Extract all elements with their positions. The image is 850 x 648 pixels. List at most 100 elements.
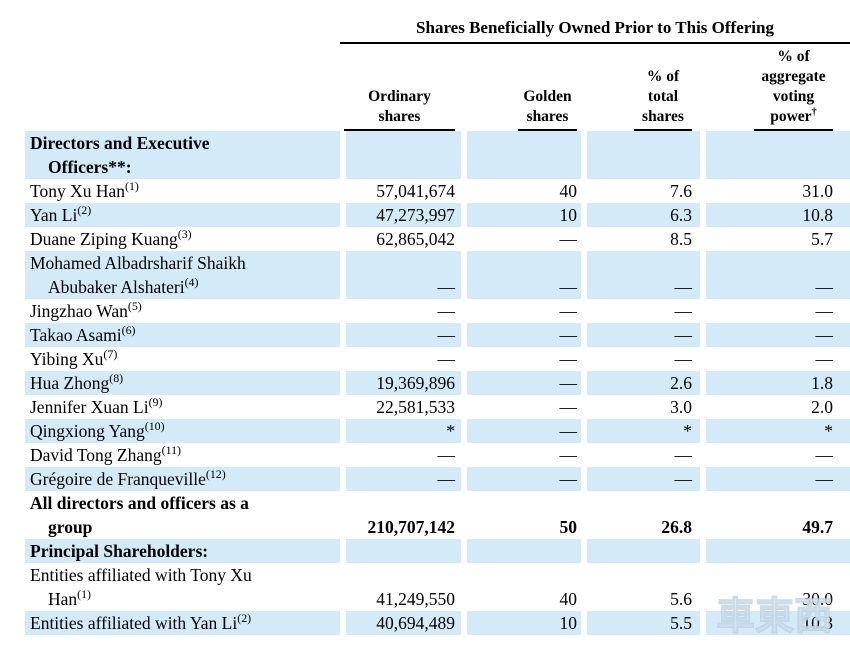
cell-value: —	[581, 347, 700, 371]
cell-value: —	[340, 467, 461, 491]
footnote-marker: (7)	[103, 347, 118, 362]
column-header-pct-total-shares: % of total shares	[581, 44, 700, 131]
cell-value: 7.6	[581, 179, 700, 203]
table-row: Yan Li(2) 47,273,997 10 6.3 10.8	[25, 203, 850, 227]
cell-value: —	[461, 251, 581, 299]
footnote-marker: (3)	[177, 227, 192, 242]
cell-value: —	[700, 251, 850, 299]
footnote-marker: (4)	[184, 275, 199, 290]
cell-value: 10.8	[700, 203, 850, 227]
cell-value	[700, 539, 850, 563]
cell-value: *	[581, 419, 700, 443]
cell-value: —	[461, 371, 581, 395]
cell-value: 8.5	[581, 227, 700, 251]
table-row: Hua Zhong(8) 19,369,896—2.6 1.8	[25, 371, 850, 395]
cell-value: —	[340, 299, 461, 323]
footnote-marker: (1)	[125, 179, 139, 194]
cell-value: 40,694,489	[340, 611, 461, 635]
cell-value	[340, 539, 461, 563]
cell-value: 6.3	[581, 203, 700, 227]
cell-value: —	[700, 467, 850, 491]
cell-value: —	[461, 395, 581, 419]
row-label: Directors and Executive Officers**:	[25, 131, 340, 179]
table-row: Mohamed Albadrsharif Shaikh Abubaker Alsh…	[25, 251, 850, 299]
cell-value: 49.7	[700, 491, 850, 539]
column-header-row: Ordinary shares Golden shares % of total…	[25, 44, 850, 131]
footnote-marker: (9)	[148, 395, 163, 410]
row-label: David Tong Zhang(11)	[30, 443, 182, 465]
row-label: Qingxiong Yang(10)	[25, 419, 340, 443]
column-label: % of total shares	[642, 68, 684, 125]
cell-value: —	[581, 323, 700, 347]
cell-value: 2.0	[700, 395, 850, 419]
table-row: Principal Shareholders:	[25, 539, 850, 563]
row-label: Hua Zhong(8)	[25, 371, 340, 395]
column-header-pct-voting-power: % of aggregate voting power†	[700, 44, 850, 131]
table-body: Directors and Executive Officers**: Tony X…	[25, 131, 850, 635]
row-label: Mohamed Albadrsharif Shaikh Abubaker Alsh…	[25, 251, 340, 299]
row-label: Duane Ziping Kuang(3)	[30, 227, 192, 249]
cell-value: —	[340, 251, 461, 299]
footnote-marker: (12)	[205, 467, 226, 482]
column-label: Golden shares	[523, 88, 572, 125]
table-header: Shares Beneficially Owned Prior to This …	[25, 0, 850, 131]
cell-value: —	[461, 299, 581, 323]
cell-value: —	[461, 419, 581, 443]
footnote-marker: (5)	[127, 299, 142, 314]
cell-value: —	[581, 467, 700, 491]
footnote-marker: (6)	[121, 323, 136, 338]
cell-value: 62,865,042	[340, 227, 461, 251]
cell-value	[340, 131, 461, 179]
footnote-marker: (8)	[109, 371, 124, 386]
cell-value: —	[700, 299, 850, 323]
cell-value: 31.0	[700, 179, 850, 203]
table-row: All directors and officers as a group 210,…	[25, 491, 850, 539]
cell-value: 57,041,674	[340, 179, 461, 203]
table-row: Takao Asami(6) — — — —	[25, 323, 850, 347]
cell-value: —	[340, 443, 461, 467]
cell-value: —	[461, 347, 581, 371]
cell-value: 47,273,997	[340, 203, 461, 227]
row-label: Takao Asami(6)	[25, 323, 340, 347]
row-label: Jennifer Xuan Li(9)	[30, 395, 163, 417]
cell-value: —	[700, 443, 850, 467]
cell-value: 5.6	[581, 563, 700, 611]
table-row: Qingxiong Yang(10) * — * *	[25, 419, 850, 443]
cell-value: —	[461, 323, 581, 347]
cell-value: 1.8	[700, 371, 850, 395]
table-row: Grégoire de Franqueville(12) — — — —	[25, 467, 850, 491]
cell-value: —	[581, 299, 700, 323]
row-label: Jingzhao Wan(5)	[30, 299, 142, 321]
table-row: Tony Xu Han(1) 57,041,674 40 7.6 31.0	[25, 179, 850, 203]
cell-value: —	[581, 251, 700, 299]
row-label: Yibing Xu(7)	[30, 347, 118, 369]
table-row: Jennifer Xuan Li(9) 22,581,533—3.0 2.0	[25, 395, 850, 419]
cell-value: —	[700, 347, 850, 371]
cell-value: —	[461, 227, 581, 251]
cell-value: 10	[461, 203, 581, 227]
table-row: Duane Ziping Kuang(3) 62,865,042—8.5 5.7	[25, 227, 850, 251]
column-label: % of aggregate voting power	[761, 48, 826, 125]
row-label: Grégoire de Franqueville(12)	[25, 467, 340, 491]
cell-value	[581, 131, 700, 179]
cell-value: 210,707,142	[340, 491, 461, 539]
stub-cell	[25, 44, 340, 131]
column-header-golden-shares: Golden shares	[461, 44, 581, 131]
table-row: Directors and Executive Officers**:	[25, 131, 850, 179]
row-label: Entities affiliated with Yan Li(2)	[25, 611, 340, 635]
cell-value: 3.0	[581, 395, 700, 419]
cell-value: 50	[461, 491, 581, 539]
cell-value: 40	[461, 179, 581, 203]
footnote-marker: (2)	[77, 203, 92, 218]
cell-value: 19,369,896	[340, 371, 461, 395]
table-row: Entities affiliated with Yan Li(2) 40,694…	[25, 611, 850, 635]
cell-value: 5.5	[581, 611, 700, 635]
footnote-marker: (2)	[237, 611, 252, 626]
spanner-row: Shares Beneficially Owned Prior to This …	[25, 0, 850, 44]
cell-value	[461, 539, 581, 563]
table-spanner-title: Shares Beneficially Owned Prior to This …	[340, 0, 850, 44]
dagger-footnote-marker: †	[811, 106, 817, 118]
cell-value	[461, 131, 581, 179]
cell-value: *	[340, 419, 461, 443]
